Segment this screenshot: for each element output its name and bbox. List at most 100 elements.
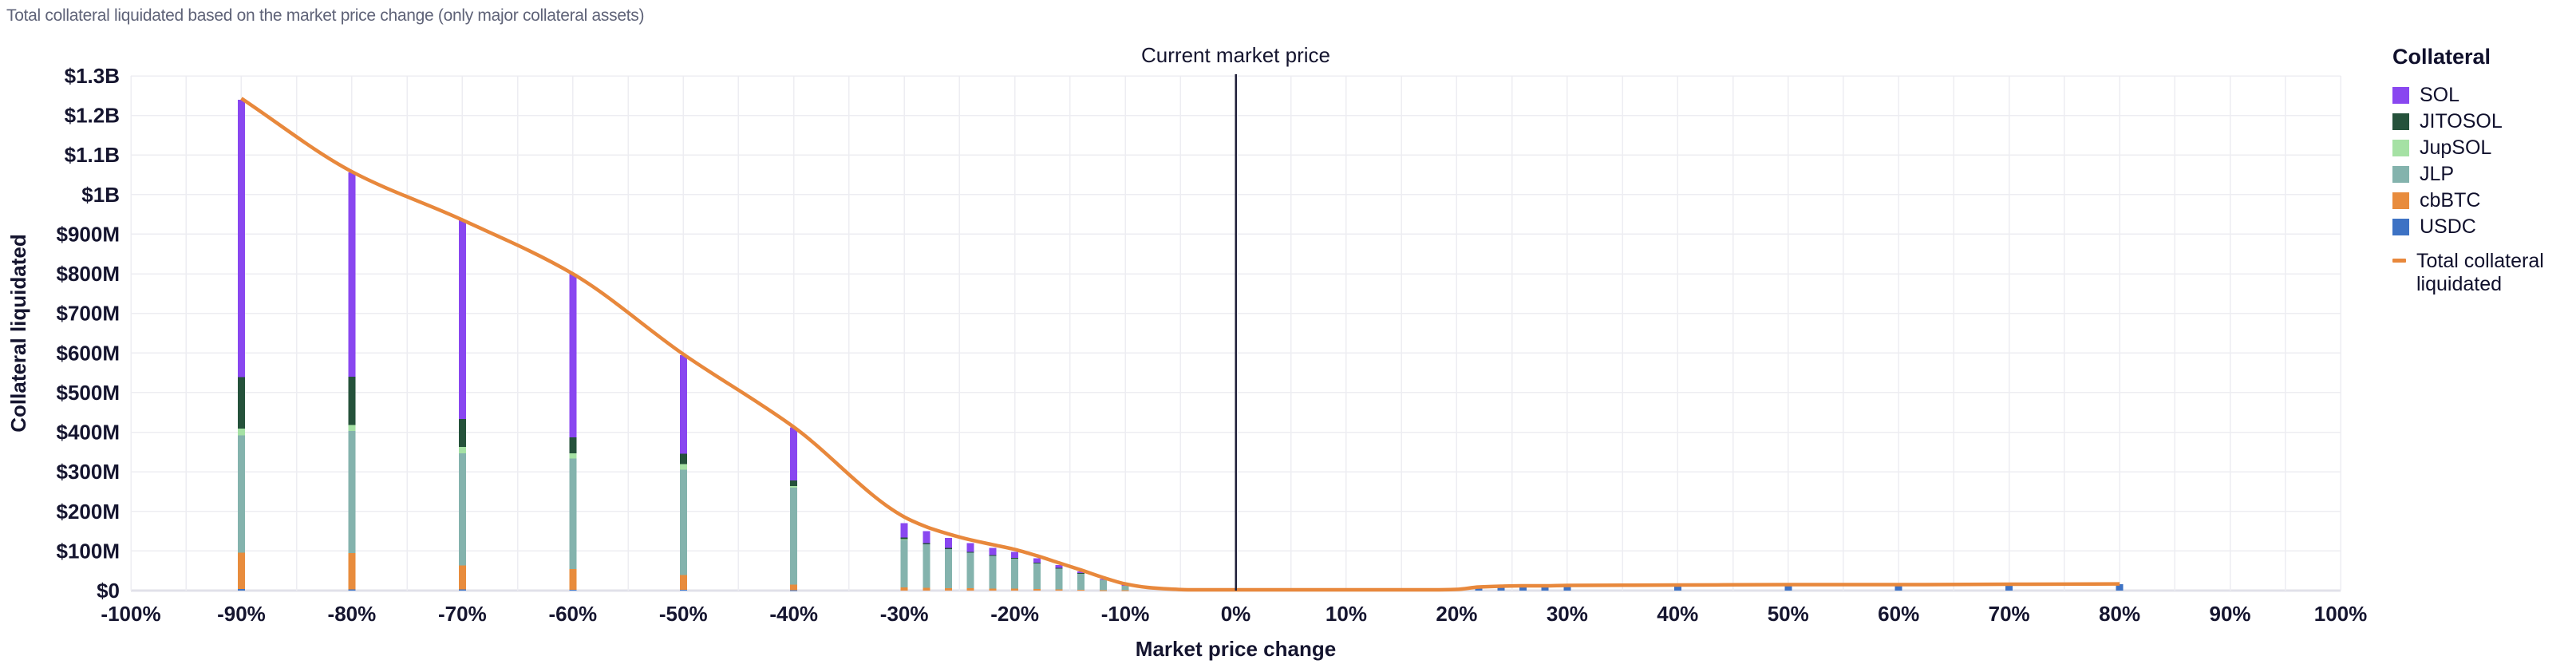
bar-segment-USDC[interactable] [1541, 586, 1549, 591]
legend-item-cbbtc[interactable]: cbBTC [2392, 188, 2572, 214]
bar-segment-JLP[interactable] [569, 458, 577, 570]
bar-segment-USDC[interactable] [2116, 584, 2124, 591]
bar-segment-JITOSOL[interactable] [900, 537, 908, 540]
bar-segment-cbBTC[interactable] [923, 587, 930, 591]
bar-segment-JITOSOL[interactable] [237, 377, 245, 429]
bar-segment-cbBTC[interactable] [1033, 589, 1041, 591]
bar-segment-cbBTC[interactable] [790, 584, 798, 591]
bar-segment-JITOSOL[interactable] [1055, 567, 1063, 569]
bar-segment-JLP[interactable] [966, 552, 974, 589]
bar-segment-SOL[interactable] [1011, 551, 1019, 558]
bar-segment-JLP[interactable] [1011, 558, 1019, 589]
bar-segment-cbBTC[interactable] [1011, 588, 1019, 591]
bar-segment-JLP[interactable] [900, 539, 908, 588]
bar-segment-USDC[interactable] [237, 589, 245, 591]
bar-segment-SOL[interactable] [458, 219, 466, 420]
bar-segment-JLP[interactable] [1077, 573, 1085, 591]
bar-segment-cbBTC[interactable] [458, 565, 466, 590]
bar-segment-USDC[interactable] [679, 590, 687, 591]
bar-segment-JITOSOL[interactable] [348, 377, 356, 425]
bar-segment-USDC[interactable] [1894, 585, 1902, 591]
x-tick-label: 30% [1547, 602, 1588, 626]
x-tick-label: -80% [328, 602, 377, 626]
bar-segment-JupSOL[interactable] [237, 429, 245, 436]
bar-segment-SOL[interactable] [237, 99, 245, 378]
bar-segment-USDC[interactable] [1497, 587, 1505, 591]
bar-segment-JupSOL[interactable] [569, 453, 577, 459]
bar-segment-cbBTC[interactable] [966, 588, 974, 591]
bar-segment-SOL[interactable] [569, 274, 577, 437]
bar-segment-JLP[interactable] [348, 431, 356, 553]
y-tick-label: $100M [57, 539, 121, 563]
bar-segment-cbBTC[interactable] [945, 588, 953, 591]
bar-segment-JLP[interactable] [1033, 563, 1041, 590]
x-tick-label: 10% [1326, 602, 1367, 626]
bar-segment-JITOSOL[interactable] [679, 453, 687, 464]
bar-segment-JITOSOL[interactable] [966, 551, 974, 553]
bar-segment-USDC[interactable] [1563, 586, 1571, 591]
bar-segment-cbBTC[interactable] [237, 552, 245, 590]
bar-segment-SOL[interactable] [1077, 571, 1085, 574]
bar-segment-JLP[interactable] [1099, 579, 1107, 591]
bar-segment-USDC[interactable] [1784, 585, 1792, 591]
bar-segment-cbBTC[interactable] [348, 552, 356, 590]
bar-segment-JITOSOL[interactable] [1011, 557, 1019, 559]
bar-segment-USDC[interactable] [1475, 587, 1483, 591]
bar-segment-JITOSOL[interactable] [458, 419, 466, 447]
bar-segment-JLP[interactable] [790, 488, 798, 585]
bar-segment-JLP[interactable] [679, 469, 687, 575]
bar-segment-JupSOL[interactable] [790, 486, 798, 488]
legend-item-sol[interactable]: SOL [2392, 82, 2572, 109]
bar-segment-USDC[interactable] [1519, 586, 1527, 591]
bar-segment-JLP[interactable] [237, 435, 245, 553]
bar-segment-JITOSOL[interactable] [945, 547, 953, 549]
bar-segment-JupSOL[interactable] [458, 446, 466, 453]
bar-segment-SOL[interactable] [945, 538, 953, 548]
bar-segment-SOL[interactable] [900, 523, 908, 538]
bar-segment-USDC[interactable] [569, 590, 577, 591]
legend-item-jlp[interactable]: JLP [2392, 161, 2572, 188]
bar-segment-SOL[interactable] [348, 172, 356, 378]
total-collateral-line [240, 97, 2120, 592]
bar-segment-JITOSOL[interactable] [569, 437, 577, 453]
bar-segment-USDC[interactable] [1673, 585, 1681, 591]
y-tick-label: $1B [81, 183, 120, 207]
bar-segment-JLP[interactable] [923, 544, 930, 588]
legend-item-label: JupSOL [2420, 136, 2492, 159]
bar-segment-SOL[interactable] [679, 354, 687, 454]
x-tick-label: -40% [769, 602, 818, 626]
bar-segment-JLP[interactable] [945, 548, 953, 589]
bar-segment-JITOSOL[interactable] [790, 480, 798, 487]
legend-item-label: cbBTC [2420, 189, 2481, 211]
bar-segment-SOL[interactable] [1055, 564, 1063, 568]
bar-segment-cbBTC[interactable] [1055, 589, 1063, 591]
legend-item-usdc[interactable]: USDC [2392, 214, 2572, 240]
bar-segment-SOL[interactable] [923, 531, 930, 544]
bar-segment-SOL[interactable] [966, 543, 974, 552]
bar-segment-USDC[interactable] [348, 589, 356, 591]
bar-segment-cbBTC[interactable] [569, 569, 577, 591]
bar-segment-cbBTC[interactable] [679, 575, 687, 591]
bar-segment-USDC[interactable] [458, 589, 466, 591]
legend-item-total-collateral-liquidated[interactable]: Total collateral liquidated [2392, 250, 2572, 296]
y-tick-label: $400M [57, 421, 121, 445]
bar-segment-JITOSOL[interactable] [1077, 573, 1085, 575]
bar-segment-SOL[interactable] [790, 427, 798, 481]
bar-segment-JLP[interactable] [1121, 585, 1129, 591]
bar-segment-USDC[interactable] [2005, 584, 2013, 591]
bar-segment-SOL[interactable] [989, 547, 997, 555]
bar-segment-JupSOL[interactable] [679, 464, 687, 470]
bar-segment-JLP[interactable] [1055, 568, 1063, 590]
legend-item-jupsol[interactable]: JupSOL [2392, 135, 2572, 161]
legend-item-jitosol[interactable]: JITOSOL [2392, 109, 2572, 135]
bar-segment-SOL[interactable] [1033, 558, 1041, 563]
bar-segment-JITOSOL[interactable] [923, 543, 930, 544]
bar-segment-cbBTC[interactable] [1077, 590, 1085, 591]
bar-segment-JupSOL[interactable] [348, 425, 356, 432]
x-tick-label: -90% [217, 602, 266, 626]
bar-segment-JLP[interactable] [458, 453, 466, 566]
bar-segment-cbBTC[interactable] [900, 587, 908, 591]
bar-segment-JLP[interactable] [989, 555, 997, 589]
bar-segment-cbBTC[interactable] [989, 588, 997, 591]
bar-segment-SOL[interactable] [1099, 579, 1107, 580]
